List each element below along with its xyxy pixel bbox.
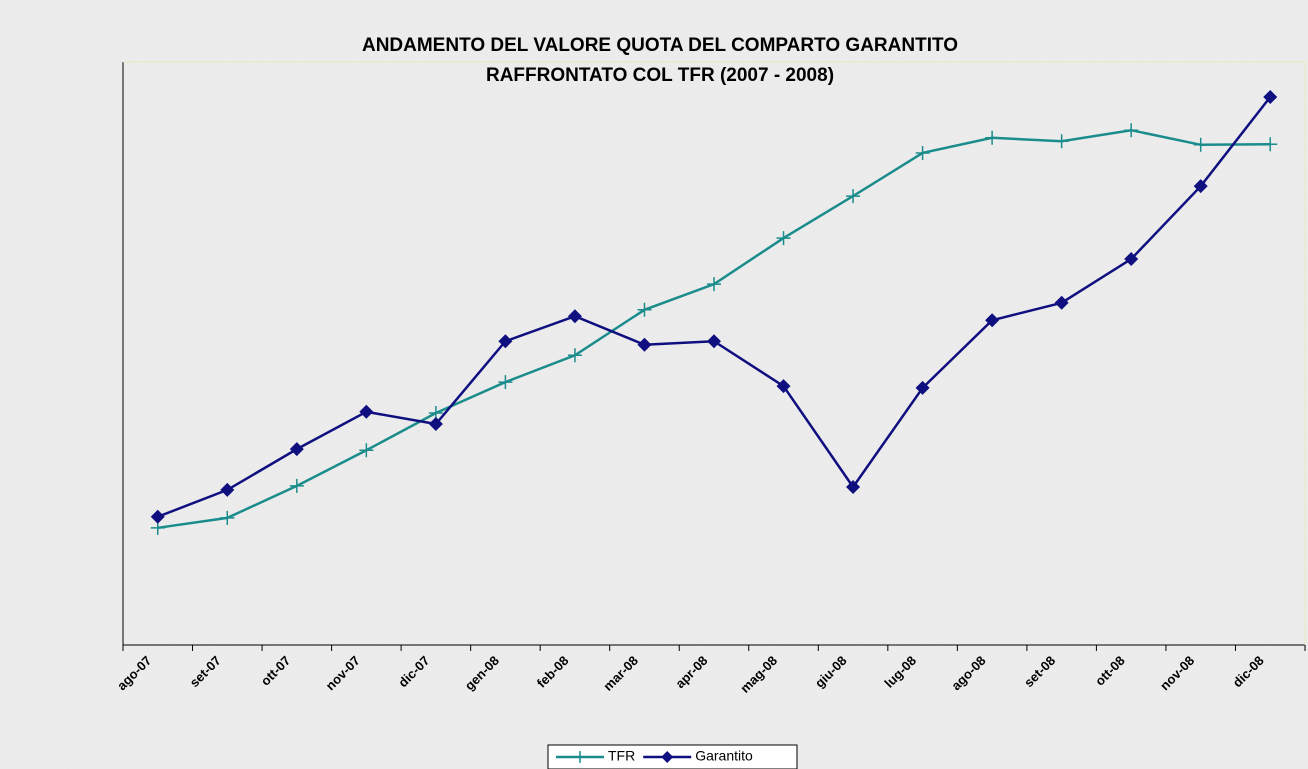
point-marker: [915, 145, 930, 160]
point-marker: [707, 277, 721, 292]
point-marker: [1054, 134, 1069, 149]
point-marker: [220, 482, 235, 497]
legend-label: TFR: [608, 748, 635, 764]
point-marker: [498, 334, 513, 349]
legend-marker: [661, 751, 674, 763]
point-marker: [637, 337, 652, 352]
point-marker: [1263, 137, 1278, 152]
chart-title: ANDAMENTO DEL VALORE QUOTA DEL COMPARTO …: [362, 35, 958, 56]
point-marker: [1124, 123, 1139, 138]
point-marker: [359, 404, 374, 419]
point-marker: [567, 348, 582, 363]
point-marker: [1193, 137, 1208, 152]
point-marker: [985, 313, 1000, 328]
chart-title: RAFFRONTATO COL TFR (2007 - 2008): [486, 65, 834, 86]
point-marker: [1124, 252, 1139, 267]
point-marker: [1263, 89, 1278, 104]
point-marker: [567, 309, 582, 324]
point-marker: [289, 478, 304, 493]
point-marker: [637, 302, 652, 317]
point-marker: [498, 375, 513, 390]
point-marker: [428, 417, 443, 432]
legend-label: Garantito: [695, 748, 753, 764]
point-marker: [1193, 179, 1208, 194]
point-marker: [776, 379, 791, 394]
legend-marker: [574, 751, 586, 763]
point-marker: [915, 380, 930, 395]
point-marker: [707, 334, 721, 349]
point-marker: [359, 443, 374, 458]
point-marker: [1054, 295, 1069, 310]
point-marker: [846, 480, 861, 495]
point-marker: [776, 231, 791, 246]
point-marker: [289, 442, 304, 457]
point-marker: [150, 509, 165, 524]
point-marker: [220, 510, 235, 525]
point-marker: [985, 130, 1000, 145]
point-marker: [846, 189, 861, 204]
